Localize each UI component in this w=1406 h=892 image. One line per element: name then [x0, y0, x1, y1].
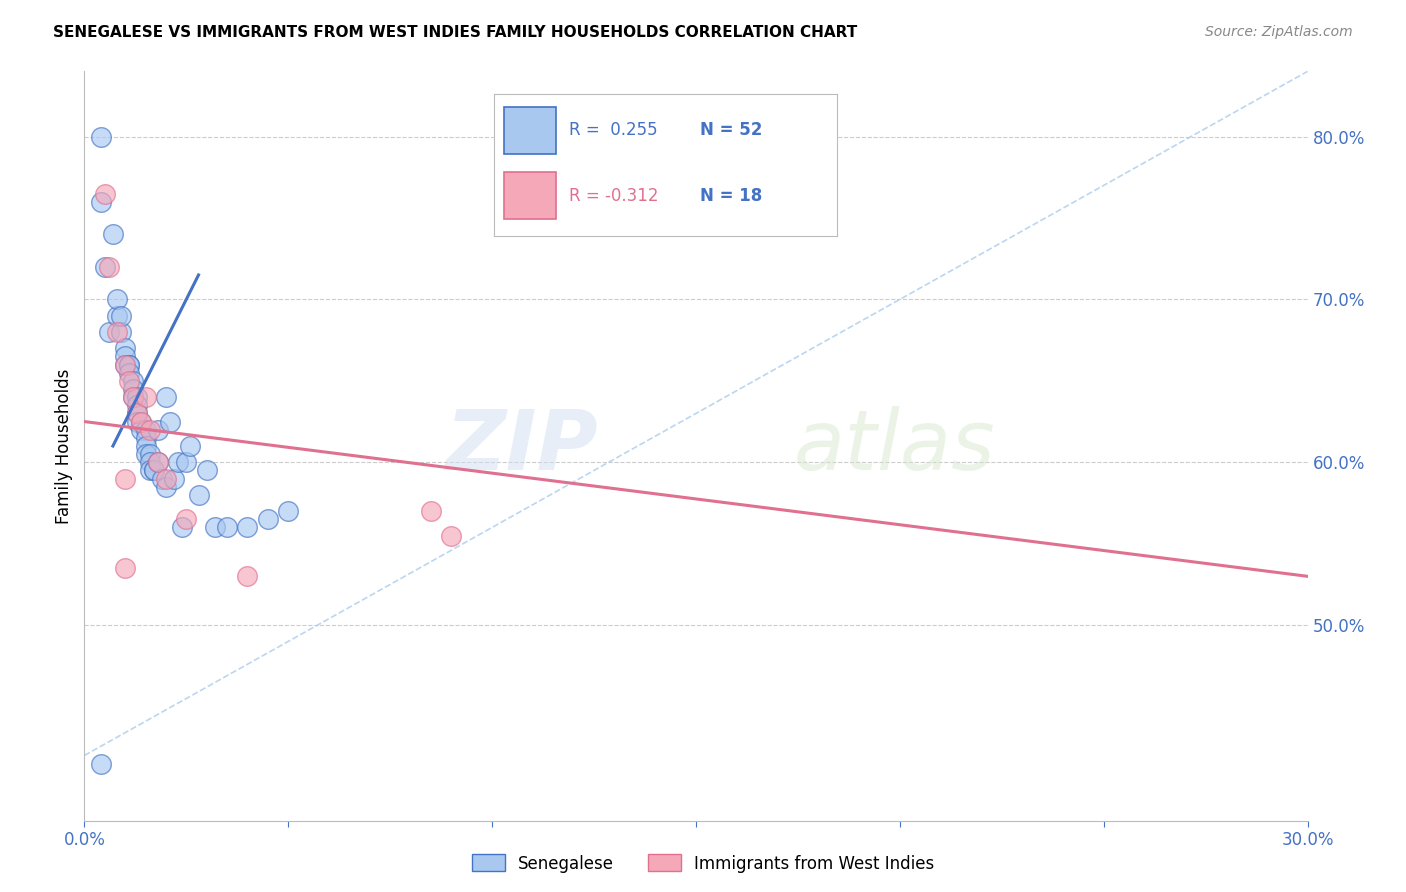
Point	[142, 463, 165, 477]
Point	[179, 439, 201, 453]
Point	[127, 415, 149, 429]
Point	[155, 480, 177, 494]
Point	[135, 390, 157, 404]
Point	[440, 528, 463, 542]
Point	[122, 374, 145, 388]
Point	[114, 341, 136, 355]
Text: Source: ZipAtlas.com: Source: ZipAtlas.com	[1205, 25, 1353, 39]
Point	[101, 227, 124, 242]
Point	[118, 366, 141, 380]
Point	[118, 358, 141, 372]
Point	[163, 472, 186, 486]
Text: ZIP: ZIP	[446, 406, 598, 486]
Point	[127, 390, 149, 404]
Point	[114, 350, 136, 364]
Point	[155, 390, 177, 404]
Point	[105, 325, 128, 339]
Point	[146, 423, 169, 437]
Point	[131, 423, 153, 437]
Point	[138, 447, 160, 461]
Point	[138, 423, 160, 437]
Point	[131, 415, 153, 429]
Point	[110, 325, 132, 339]
Legend: Senegalese, Immigrants from West Indies: Senegalese, Immigrants from West Indies	[465, 847, 941, 880]
Point	[146, 455, 169, 469]
Point	[93, 260, 115, 274]
Point	[118, 358, 141, 372]
Point	[150, 472, 173, 486]
Point	[135, 439, 157, 453]
Point	[114, 561, 136, 575]
Point	[114, 472, 136, 486]
Point	[187, 488, 209, 502]
Point	[127, 398, 149, 412]
Text: SENEGALESE VS IMMIGRANTS FROM WEST INDIES FAMILY HOUSEHOLDS CORRELATION CHART: SENEGALESE VS IMMIGRANTS FROM WEST INDIE…	[53, 25, 858, 40]
Point	[97, 260, 120, 274]
Point	[122, 390, 145, 404]
Point	[174, 455, 197, 469]
Point	[105, 293, 128, 307]
Point	[155, 472, 177, 486]
Point	[135, 423, 157, 437]
Point	[159, 415, 181, 429]
Point	[127, 406, 149, 420]
Point	[138, 455, 160, 469]
Point	[122, 382, 145, 396]
Point	[420, 504, 443, 518]
Point	[204, 520, 226, 534]
Point	[174, 512, 197, 526]
Point	[90, 194, 112, 209]
Point	[146, 455, 169, 469]
Point	[105, 309, 128, 323]
Point	[236, 569, 259, 583]
Point	[90, 756, 112, 771]
Point	[257, 512, 280, 526]
Point	[138, 463, 160, 477]
Point	[114, 358, 136, 372]
Point	[118, 374, 141, 388]
Point	[110, 309, 132, 323]
Point	[195, 463, 218, 477]
Point	[135, 431, 157, 445]
Point	[217, 520, 239, 534]
Point	[236, 520, 259, 534]
Y-axis label: Family Households: Family Households	[55, 368, 73, 524]
Point	[277, 504, 299, 518]
Point	[142, 463, 165, 477]
Point	[135, 447, 157, 461]
Point	[93, 186, 115, 201]
Point	[127, 406, 149, 420]
Text: atlas: atlas	[794, 406, 995, 486]
Point	[172, 520, 194, 534]
Point	[122, 390, 145, 404]
Point	[97, 325, 120, 339]
Point	[131, 415, 153, 429]
Point	[114, 358, 136, 372]
Point	[90, 129, 112, 144]
Point	[167, 455, 190, 469]
